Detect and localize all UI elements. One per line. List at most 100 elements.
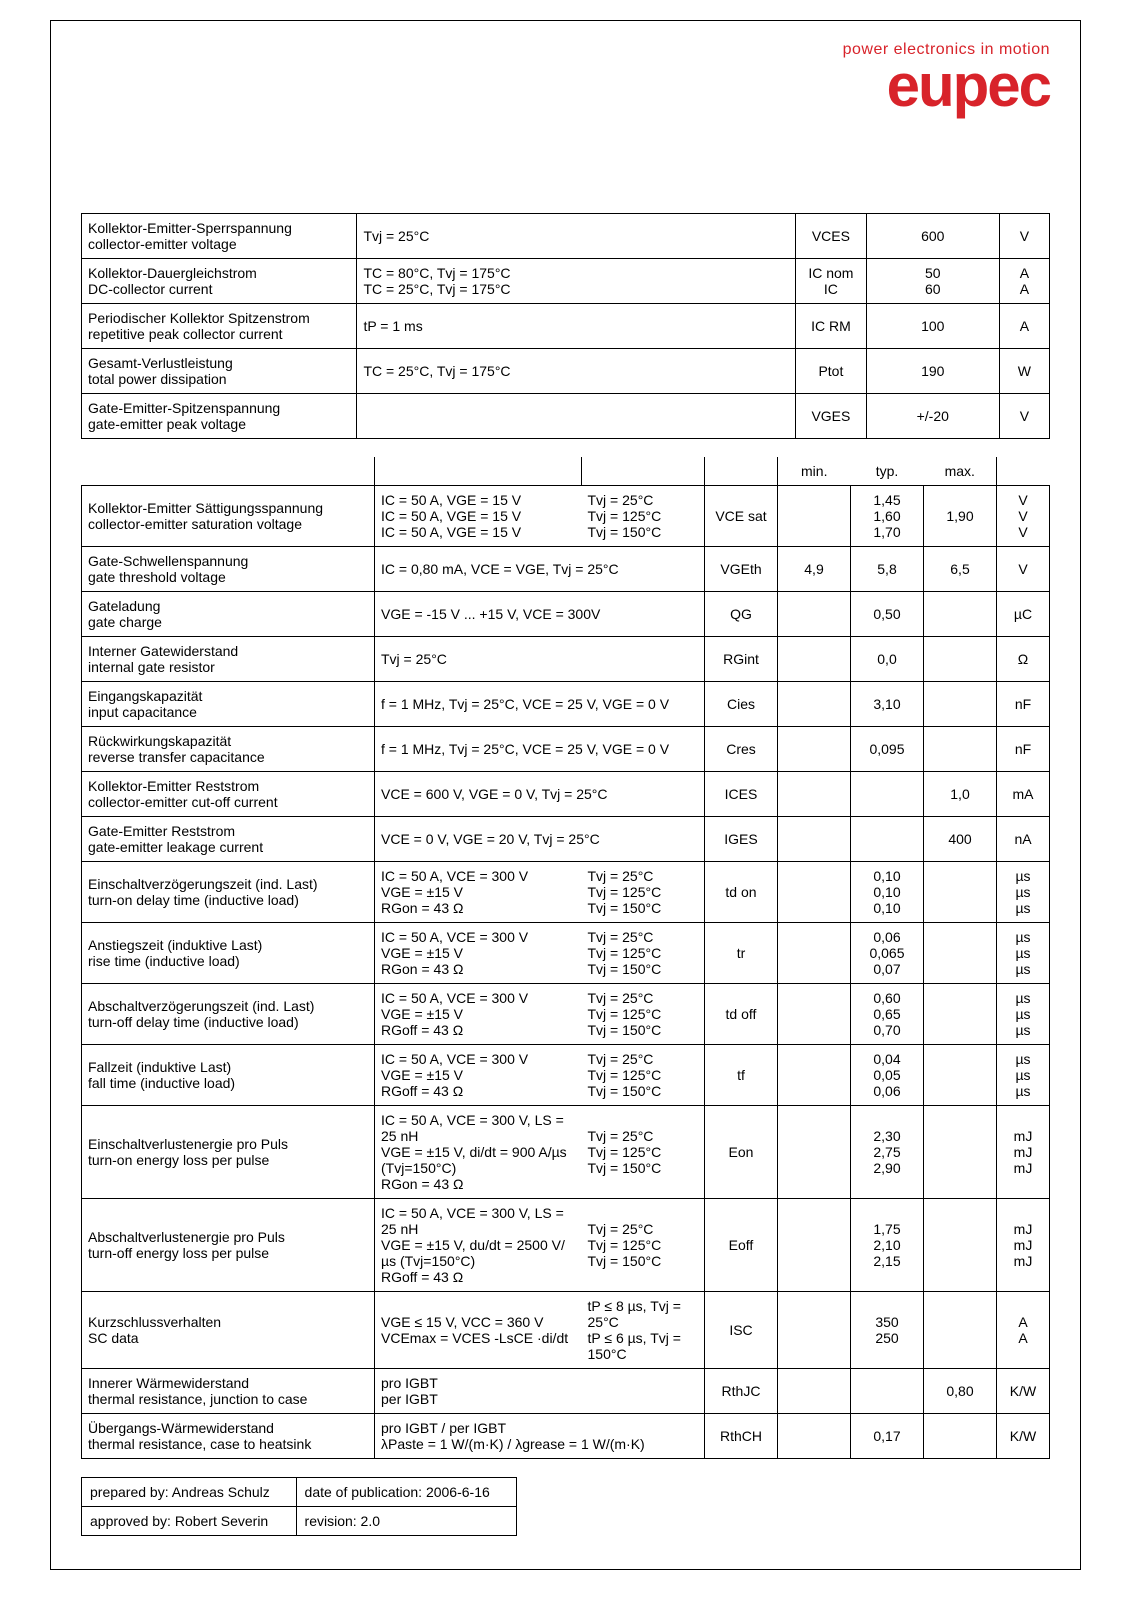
unit-cell: V — [999, 394, 1049, 439]
max-cell — [924, 923, 997, 984]
value-cell: 5060 — [866, 259, 999, 304]
ratings-row: Periodischer Kollektor Spitzenstromrepet… — [82, 304, 1050, 349]
symbol-cell: Cres — [705, 727, 778, 772]
condition-cell: TC = 25°C, Tvj = 175°C — [357, 349, 796, 394]
symbol-cell: RGint — [705, 637, 778, 682]
condition2-cell: Tvj = 25°CTvj = 125°CTvj = 150°C — [582, 923, 705, 984]
unit-cell: nF — [997, 682, 1050, 727]
symbol-cell: VCE sat — [705, 486, 778, 547]
symbol-cell: ICES — [705, 772, 778, 817]
condition1-cell: VGE ≤ 15 V, VCC = 360 VVCEmax = VCES -Ls… — [375, 1292, 582, 1369]
typ-cell: 350250 — [851, 1292, 924, 1369]
approved-by: approved by: Robert Severin — [82, 1507, 297, 1536]
meta-table: prepared by: Andreas Schulz date of publ… — [81, 1477, 517, 1536]
param-cell: Innerer Wärmewiderstandthermal resistanc… — [82, 1369, 375, 1414]
param-cell: Gate-Schwellenspannunggate threshold vol… — [82, 547, 375, 592]
condition-cell — [357, 394, 796, 439]
max-cell — [924, 1199, 997, 1292]
condition1-cell: IC = 50 A, VCE = 300 V, LS = 25 nHVGE = … — [375, 1106, 582, 1199]
typ-cell — [851, 817, 924, 862]
typ-cell: 0,040,050,06 — [851, 1045, 924, 1106]
min-cell — [778, 727, 851, 772]
revision: revision: 2.0 — [296, 1507, 517, 1536]
typ-cell: 2,302,752,90 — [851, 1106, 924, 1199]
min-header: min. — [778, 457, 851, 486]
symbol-cell: ISC — [705, 1292, 778, 1369]
min-cell — [778, 772, 851, 817]
param-cell: Abschaltverzögerungszeit (ind. Last)turn… — [82, 984, 375, 1045]
param-cell: Periodischer Kollektor Spitzenstromrepet… — [82, 304, 357, 349]
param-cell: Interner Gatewiderstandinternal gate res… — [82, 637, 375, 682]
unit-cell: µsµsµs — [997, 862, 1050, 923]
max-header: max. — [924, 457, 997, 486]
param-cell: Gate-Emitter Reststromgate-emitter leaka… — [82, 817, 375, 862]
characteristics-row: Einschaltverzögerungszeit (ind. Last)tur… — [82, 862, 1050, 923]
typ-cell: 0,095 — [851, 727, 924, 772]
unit-cell: µsµsµs — [997, 1045, 1050, 1106]
unit-cell: nA — [997, 817, 1050, 862]
unit-cell: nF — [997, 727, 1050, 772]
symbol-cell: RthJC — [705, 1369, 778, 1414]
min-cell — [778, 1292, 851, 1369]
symbol-cell: VGEth — [705, 547, 778, 592]
typ-cell: 3,10 — [851, 682, 924, 727]
unit-cell: K/W — [997, 1414, 1050, 1459]
typ-cell: 0,060,0650,07 — [851, 923, 924, 984]
characteristics-row: Abschaltverzögerungszeit (ind. Last)turn… — [82, 984, 1050, 1045]
condition2-cell: Tvj = 25°CTvj = 125°CTvj = 150°C — [582, 486, 705, 547]
unit-cell: mJmJmJ — [997, 1106, 1050, 1199]
max-cell — [924, 1292, 997, 1369]
condition2-cell: Tvj = 25°CTvj = 125°CTvj = 150°C — [582, 862, 705, 923]
max-cell — [924, 727, 997, 772]
outer-frame: power electronics in motion eupec Kollek… — [50, 20, 1081, 1570]
symbol-cell: IC nomIC — [796, 259, 867, 304]
characteristics-row: Innerer Wärmewiderstandthermal resistanc… — [82, 1369, 1050, 1414]
condition1-cell: IC = 50 A, VCE = 300 VVGE = ±15 VRGoff =… — [375, 984, 582, 1045]
max-cell — [924, 1045, 997, 1106]
condition1-cell: VCE = 0 V, VGE = 20 V, Tvj = 25°C — [375, 817, 705, 862]
param-cell: Gesamt-Verlustleistungtotal power dissip… — [82, 349, 357, 394]
min-cell: 4,9 — [778, 547, 851, 592]
ratings-row: Kollektor-Emitter-Sperrspannungcollector… — [82, 214, 1050, 259]
value-cell: 190 — [866, 349, 999, 394]
condition1-cell: IC = 50 A, VGE = 15 VIC = 50 A, VGE = 15… — [375, 486, 582, 547]
symbol-cell: Cies — [705, 682, 778, 727]
min-cell — [778, 1106, 851, 1199]
symbol-cell: Ptot — [796, 349, 867, 394]
typ-cell: 0,100,100,10 — [851, 862, 924, 923]
unit-cell: A — [999, 304, 1049, 349]
typ-cell — [851, 1369, 924, 1414]
condition1-cell: f = 1 MHz, Tvj = 25°C, VCE = 25 V, VGE =… — [375, 682, 705, 727]
characteristics-row: Abschaltverlustenergie pro Pulsturn-off … — [82, 1199, 1050, 1292]
condition1-cell: pro IGBTper IGBT — [375, 1369, 705, 1414]
condition1-cell: IC = 50 A, VCE = 300 VVGE = ±15 VRGon = … — [375, 862, 582, 923]
characteristics-row: Rückwirkungskapazitätreverse transfer ca… — [82, 727, 1050, 772]
min-cell — [778, 682, 851, 727]
characteristics-row: Gate-Emitter Reststromgate-emitter leaka… — [82, 817, 1050, 862]
condition1-cell: f = 1 MHz, Tvj = 25°C, VCE = 25 V, VGE =… — [375, 727, 705, 772]
symbol-cell: VCES — [796, 214, 867, 259]
max-cell — [924, 1106, 997, 1199]
symbol-cell: tr — [705, 923, 778, 984]
symbol-cell: QG — [705, 592, 778, 637]
unit-cell: V — [999, 214, 1049, 259]
symbol-cell: td on — [705, 862, 778, 923]
param-cell: Einschaltverzögerungszeit (ind. Last)tur… — [82, 862, 375, 923]
param-cell: Rückwirkungskapazitätreverse transfer ca… — [82, 727, 375, 772]
symbol-cell: Eon — [705, 1106, 778, 1199]
min-cell — [778, 592, 851, 637]
param-cell: Kollektor-Emitter Sättigungsspannungcoll… — [82, 486, 375, 547]
symbol-cell: IGES — [705, 817, 778, 862]
max-cell: 400 — [924, 817, 997, 862]
max-cell: 6,5 — [924, 547, 997, 592]
unit-cell: AA — [997, 1292, 1050, 1369]
condition2-cell: Tvj = 25°CTvj = 125°CTvj = 150°C — [582, 1199, 705, 1292]
ratings-row: Gesamt-Verlustleistungtotal power dissip… — [82, 349, 1050, 394]
condition1-cell: IC = 50 A, VCE = 300 V, LS = 25 nHVGE = … — [375, 1199, 582, 1292]
max-cell — [924, 592, 997, 637]
param-cell: Einschaltverlustenergie pro Pulsturn-on … — [82, 1106, 375, 1199]
unit-cell: mA — [997, 772, 1050, 817]
param-cell: Abschaltverlustenergie pro Pulsturn-off … — [82, 1199, 375, 1292]
unit-cell: µC — [997, 592, 1050, 637]
min-cell — [778, 1199, 851, 1292]
